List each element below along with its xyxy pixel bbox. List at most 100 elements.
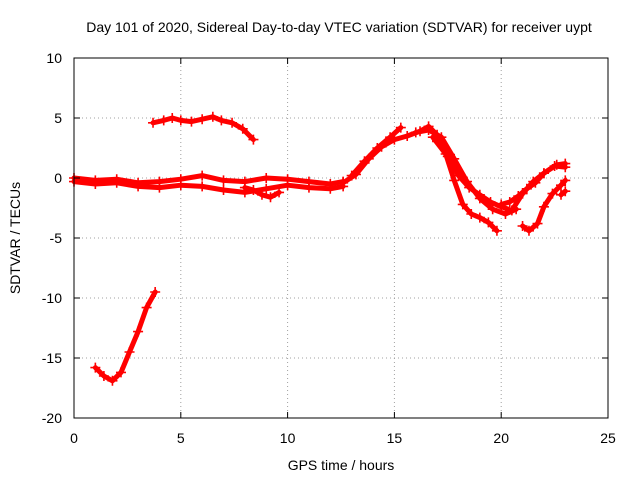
axis-ticks <box>73 57 609 419</box>
data-point-plus <box>237 123 248 134</box>
data-point-plus <box>90 362 101 373</box>
series-tail-f <box>517 175 571 236</box>
data-point-plus <box>107 375 118 386</box>
data-point-plus <box>462 176 473 187</box>
data-point-plus <box>197 114 208 125</box>
series-trace <box>349 125 404 179</box>
data-point-plus <box>487 204 498 215</box>
x-tick-label: 25 <box>600 430 616 446</box>
data-point-plus <box>496 199 507 210</box>
data-point-plus <box>148 117 159 128</box>
data-point-plus <box>436 132 447 143</box>
data-point-plus <box>218 175 229 186</box>
data-point-plus <box>197 170 208 181</box>
y-tick-label: -20 <box>42 410 62 426</box>
data-point-plus <box>124 347 135 357</box>
data-point-plus <box>500 209 511 219</box>
data-point-plus <box>410 127 421 138</box>
data-point-plus <box>523 225 534 236</box>
data-point-plus <box>167 113 178 123</box>
data-point-plus <box>551 159 562 170</box>
data-point-plus <box>197 181 208 192</box>
data-series <box>69 111 571 386</box>
data-point-plus <box>511 204 522 215</box>
data-point-plus <box>115 367 126 378</box>
data-point-plus <box>111 177 122 188</box>
y-axis-title: SDTVAR / TECUs <box>7 182 23 294</box>
data-point-plus <box>338 177 349 188</box>
y-tick-label: -10 <box>42 290 62 306</box>
data-point-plus <box>154 182 165 193</box>
x-tick-label: 10 <box>280 430 296 446</box>
x-tick-labels: 0 5 10 15 20 25 <box>70 430 616 446</box>
data-point-plus <box>346 170 357 181</box>
data-point-plus <box>560 186 571 197</box>
series-arc-high <box>148 111 259 145</box>
data-point-plus <box>491 225 502 236</box>
data-point-plus <box>261 183 272 194</box>
data-point-plus <box>395 122 406 133</box>
data-point-plus <box>90 179 101 189</box>
data-point-plus <box>248 185 259 195</box>
data-point-plus <box>207 111 218 122</box>
data-point-plus <box>282 180 293 191</box>
x-tick-label: 5 <box>177 430 185 446</box>
data-point-plus <box>227 117 238 128</box>
grid-lines <box>74 58 608 418</box>
data-point-plus <box>239 182 250 193</box>
data-point-plus <box>256 189 267 200</box>
data-point-plus <box>547 188 558 199</box>
series-arc-low <box>90 287 161 386</box>
data-point-plus <box>556 180 567 191</box>
data-point-plus <box>325 183 336 194</box>
x-tick-label: 15 <box>387 430 403 446</box>
data-point-plus <box>560 175 571 186</box>
data-point-plus <box>423 125 434 135</box>
data-point-plus <box>466 209 477 219</box>
data-point-plus <box>513 191 524 201</box>
data-point-plus <box>248 134 259 145</box>
data-point-plus <box>216 115 227 126</box>
data-point-plus <box>303 182 314 193</box>
x-tick-label: 20 <box>493 430 509 446</box>
y-tick-label: 10 <box>46 50 62 66</box>
data-point-plus <box>440 149 451 159</box>
x-axis-title: GPS time / hours <box>288 457 395 473</box>
y-tick-label: 0 <box>54 170 62 186</box>
data-point-plus <box>560 158 571 169</box>
data-point-plus <box>150 287 161 297</box>
x-tick-label: 0 <box>70 430 78 446</box>
data-point-plus <box>385 132 396 143</box>
series-trace <box>498 161 568 207</box>
data-point-plus <box>449 153 460 164</box>
data-point-plus <box>474 193 485 204</box>
data-point-plus <box>98 371 109 381</box>
series-trace <box>340 123 568 213</box>
y-tick-labels: -20 -15 -10 -5 0 5 10 <box>42 50 62 426</box>
data-point-plus <box>449 175 460 186</box>
series-tail-g <box>556 186 571 200</box>
data-point-plus <box>474 212 485 223</box>
data-point-plus <box>372 143 383 153</box>
data-point-plus <box>532 218 543 229</box>
series-rise-a <box>338 121 571 216</box>
data-point-plus <box>402 131 413 141</box>
data-point-plus <box>133 326 144 337</box>
data-point-plus <box>218 185 229 195</box>
data-point-plus <box>265 192 276 203</box>
data-point-plus <box>530 177 541 188</box>
data-point-plus <box>517 221 528 231</box>
data-point-plus <box>175 180 186 191</box>
chart-title: Day 101 of 2020, Sidereal Day-to-day VTE… <box>86 19 592 35</box>
data-point-plus <box>483 217 494 228</box>
series-tail-e <box>496 158 571 210</box>
data-point-plus <box>427 132 438 143</box>
data-point-plus <box>457 199 468 210</box>
data-point-plus <box>175 115 186 126</box>
series-fall-d <box>427 132 502 236</box>
data-point-plus <box>261 173 272 183</box>
data-point-plus <box>521 183 532 194</box>
data-point-plus <box>133 181 144 192</box>
data-point-plus <box>186 116 197 127</box>
